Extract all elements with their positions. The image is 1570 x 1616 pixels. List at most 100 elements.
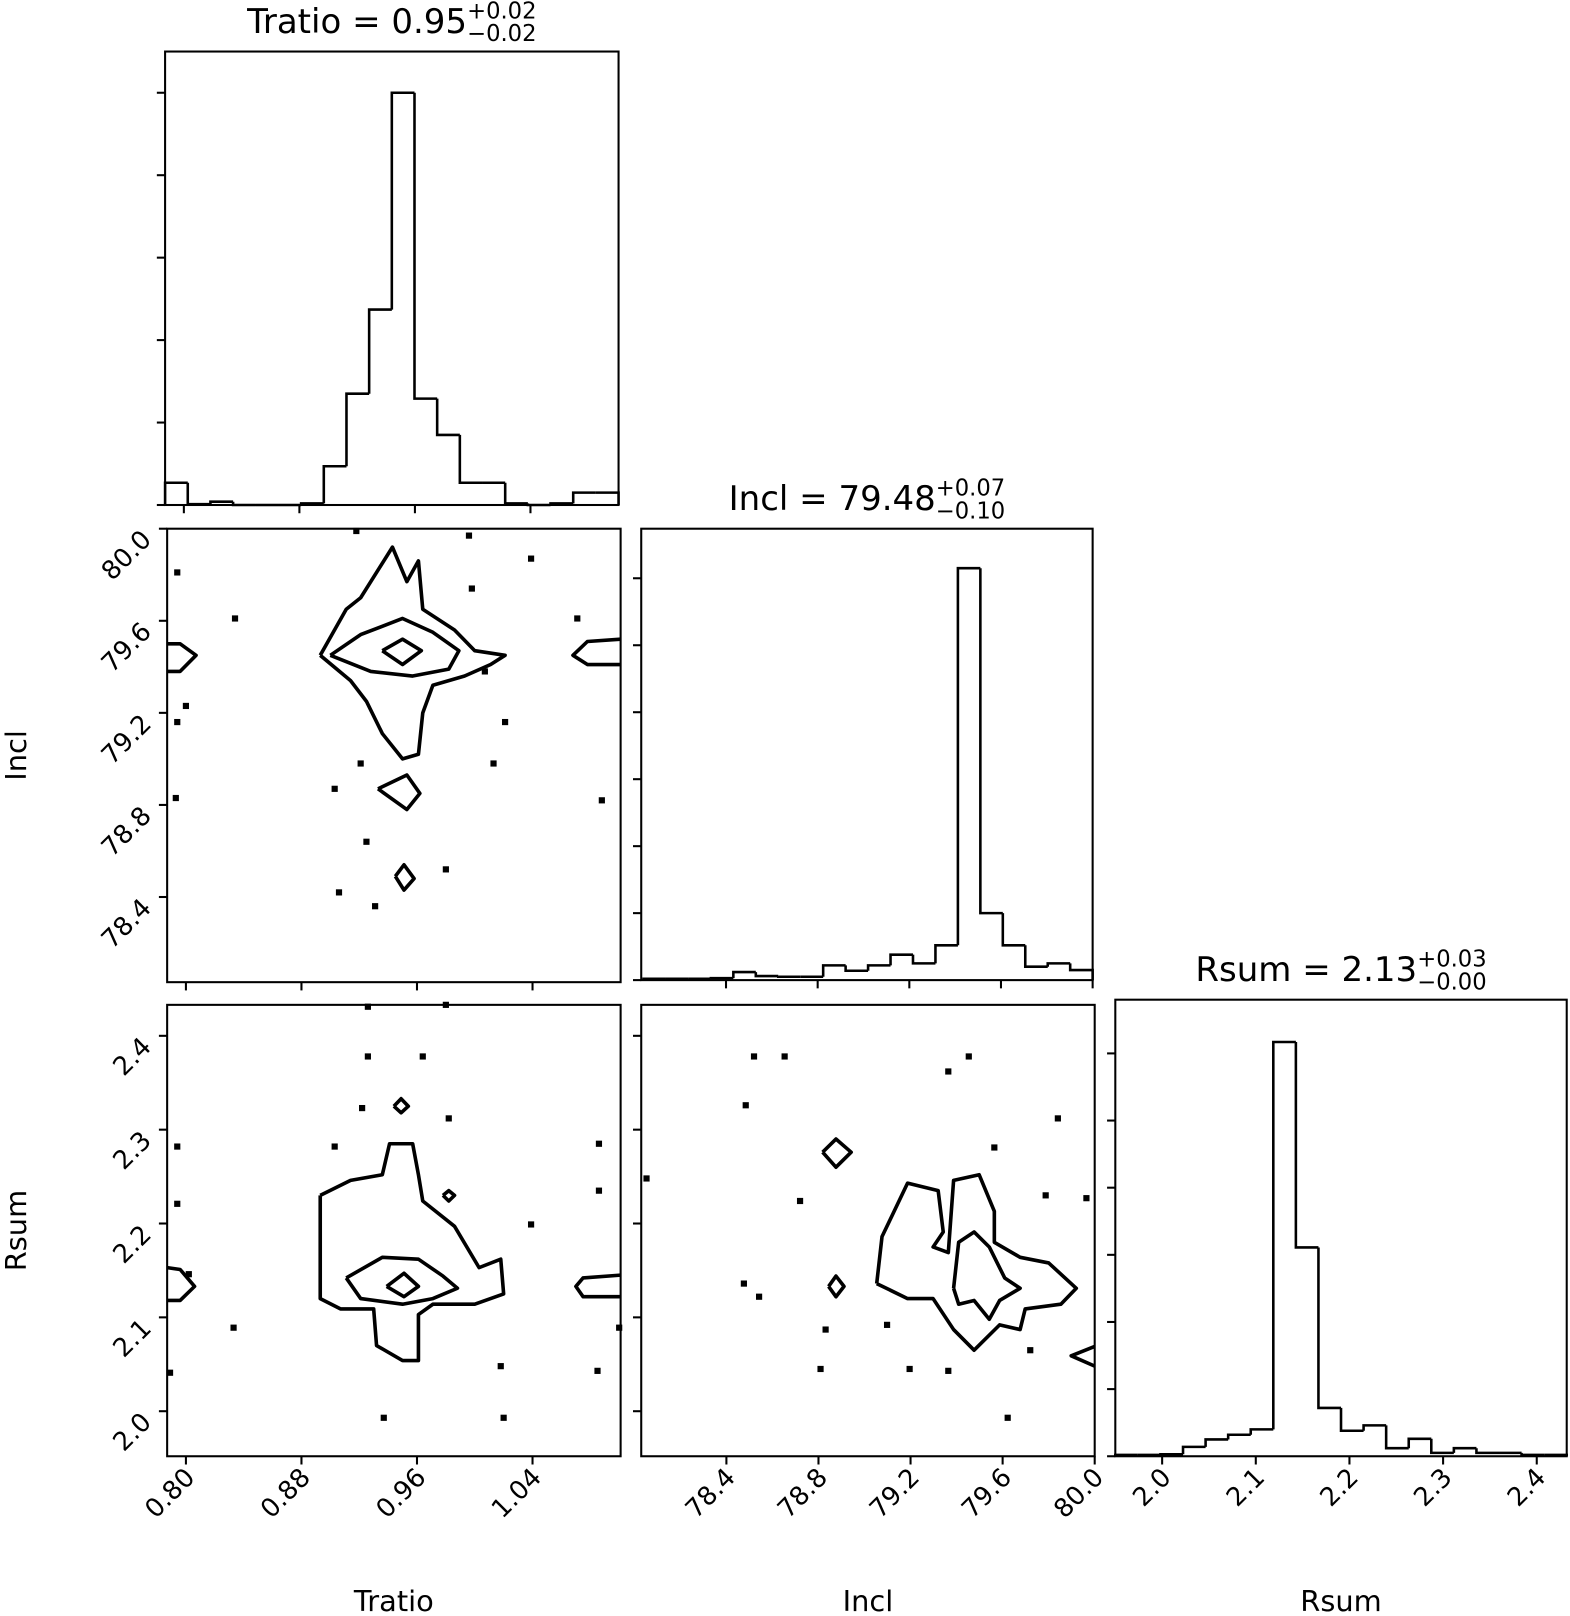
sample-point [527, 555, 535, 562]
sample-point [364, 1003, 371, 1010]
sample-point [231, 615, 239, 622]
sample-point [166, 1369, 174, 1376]
y-axis-label: Incl [0, 730, 33, 781]
y-tick-label: 78.4 [96, 893, 158, 955]
sample-point [1054, 1115, 1061, 1122]
sample-point [380, 1414, 387, 1421]
y-tick-label: 80.0 [96, 525, 158, 587]
contour [318, 545, 507, 761]
panel-frame [166, 1003, 622, 1458]
sample-point [883, 1321, 891, 1328]
sample-point [595, 1187, 603, 1194]
hist-bin [345, 392, 370, 467]
y-axis-label: Rsum [0, 1190, 33, 1271]
hist-bin [1068, 963, 1094, 981]
hist-bin [503, 482, 528, 505]
title-upper: +0.07 [936, 476, 1005, 502]
sample-point [945, 1367, 952, 1374]
sample-point [359, 1104, 366, 1112]
x-tick-label: 79.6 [956, 1463, 1018, 1525]
hist-bin [956, 566, 981, 946]
hist-bin [1452, 1446, 1477, 1453]
x-tick-label: 79.2 [864, 1463, 926, 1525]
hist-bin [732, 970, 756, 979]
x-axis-label: Rsum [1300, 1584, 1381, 1616]
hist-bin [889, 953, 913, 966]
contour [571, 637, 621, 667]
sample-point [906, 1365, 913, 1373]
x-tick-label: 0.96 [370, 1463, 432, 1525]
sample-point [174, 1200, 181, 1207]
hist-bin [413, 92, 438, 400]
hist-bin [458, 434, 483, 485]
x-tick-label: 2.1 [1221, 1463, 1271, 1513]
hist-bin [186, 482, 211, 506]
sample-point [353, 527, 360, 535]
hist-bin [571, 491, 596, 504]
hist-bin [1226, 1433, 1251, 1440]
hist-bin [1159, 1452, 1184, 1456]
x-tick-label: 1.04 [486, 1463, 548, 1525]
sample-point [185, 1271, 192, 1278]
panel-frame [640, 527, 1094, 982]
panel-title: Rsum = 2.13 [1195, 950, 1417, 990]
hist-bin [1001, 913, 1026, 947]
x-axis-label: Incl [843, 1584, 894, 1616]
y-tick-label: 2.4 [107, 1032, 157, 1082]
x-tick-label: 0.88 [255, 1463, 317, 1525]
contour [318, 1141, 506, 1363]
contour [951, 1230, 1022, 1322]
title-upper: +0.02 [467, 0, 536, 25]
title-lower: −0.10 [936, 498, 1005, 524]
hist-bin [1339, 1407, 1364, 1433]
sample-point [419, 1053, 426, 1060]
hist-bin [1475, 1448, 1500, 1455]
title-upper: +0.03 [1417, 947, 1486, 973]
hist-bin [1181, 1445, 1206, 1455]
sample-point [182, 702, 190, 710]
y-tick-label: 2.2 [107, 1220, 157, 1270]
sample-point [335, 889, 343, 896]
title-lower: −0.02 [467, 21, 536, 47]
x-tick-label: 2.2 [1315, 1463, 1365, 1513]
sample-point [468, 585, 475, 592]
hist-bin [390, 91, 415, 310]
sample-point [965, 1053, 972, 1060]
sample-point [643, 1175, 650, 1182]
sample-point [616, 1324, 623, 1331]
x-axis-label: Tratio [353, 1584, 434, 1616]
hist-bin [1520, 1452, 1545, 1457]
sample-point [372, 903, 379, 910]
x-tick-label: 78.4 [680, 1463, 742, 1525]
contour [574, 1273, 621, 1299]
sample-point [490, 760, 497, 767]
hist-bin [1384, 1425, 1409, 1450]
sample-point [331, 1143, 338, 1150]
hist-bin [844, 965, 869, 973]
contour [166, 1265, 197, 1303]
panel-frame [164, 50, 620, 507]
sample-point [172, 794, 179, 802]
hist-bin [911, 954, 936, 965]
sample-point [442, 866, 449, 873]
sample-point [598, 797, 605, 804]
panel-title: Incl = 79.48 [729, 479, 936, 519]
sample-point [174, 718, 181, 726]
contour [827, 1274, 846, 1299]
sample-point [465, 532, 473, 539]
hist-bin [1294, 1041, 1319, 1249]
y-tick-label: 78.8 [96, 801, 158, 863]
hist-bin [209, 500, 234, 505]
hist-bin [1249, 1428, 1274, 1435]
hist-bin [754, 972, 779, 978]
hist-bin [821, 964, 846, 977]
sample-point [1042, 1192, 1049, 1199]
panel-frame [1114, 998, 1568, 1458]
y-tick-label: 79.2 [96, 709, 158, 771]
contour [344, 1255, 460, 1307]
y-tick-label: 2.0 [107, 1407, 157, 1457]
sample-point [501, 718, 509, 726]
contour [376, 773, 422, 812]
sample-point [945, 1068, 952, 1075]
x-tick-label: 80.0 [1048, 1463, 1110, 1525]
